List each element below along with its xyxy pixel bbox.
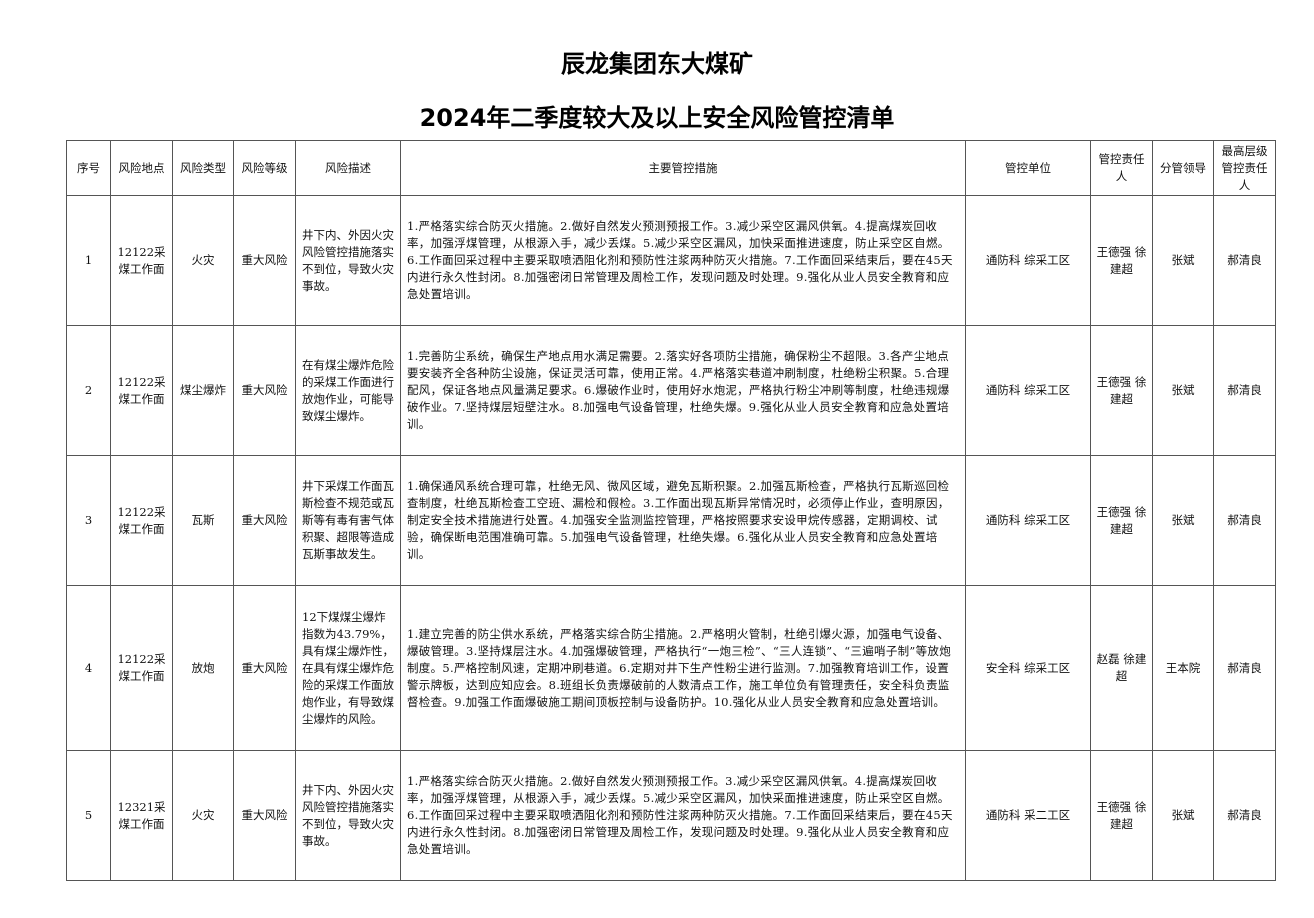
cell-level: 重大风险 [233,325,296,456]
header-level: 风险等级 [233,140,296,196]
cell-type: 瓦斯 [172,455,234,586]
cell-leader: 张斌 [1152,455,1214,586]
cell-measures: 1.严格落实综合防灭火措施。2.做好自然发火预测预报工作。3.减少采空区漏风供氧… [400,750,966,881]
cell-unit: 通防科 采二工区 [965,750,1091,881]
cell-level: 重大风险 [233,750,296,881]
cell-no: 3 [66,455,111,586]
header-responsible: 管控责任人 [1090,140,1153,196]
cell-type: 火灾 [172,195,234,326]
header-no: 序号 [66,140,111,196]
cell-leader: 王本院 [1152,585,1214,751]
cell-responsible: 王德强 徐建超 [1090,455,1153,586]
cell-type: 煤尘爆炸 [172,325,234,456]
cell-level: 重大风险 [233,585,296,751]
cell-description: 井下内、外因火灾风险管控措施落实不到位，导致火灾事故。 [295,195,401,326]
risk-control-table: 序号 风险地点 风险类型 风险等级 风险描述 主要管控措施 管控单位 管控责任人… [66,140,1276,881]
cell-type: 放炮 [172,585,234,751]
table-row: 3 12122采煤工作面 瓦斯 重大风险 井下采煤工作面瓦斯检查不规范或瓦斯等有毒有害气… [66,455,1276,586]
cell-top-responsible: 郝清良 [1213,585,1276,751]
cell-no: 1 [66,195,111,326]
document-title: 辰龙集团东大煤矿 [561,50,753,78]
cell-unit: 通防科 综采工区 [965,325,1091,456]
cell-leader: 张斌 [1152,195,1214,326]
cell-measures: 1.确保通风系统合理可靠，杜绝无风、微风区域，避免瓦斯积聚。2.加强瓦斯检查，严… [400,455,966,586]
cell-top-responsible: 郝清良 [1213,750,1276,881]
cell-description: 井下采煤工作面瓦斯检查不规范或瓦斯等有毒有害气体积聚、超限等造成瓦斯事故发生。 [295,455,401,586]
cell-responsible: 王德强 徐建超 [1090,325,1153,456]
cell-unit: 通防科 综采工区 [965,195,1091,326]
header-leader: 分管领导 [1152,140,1214,196]
cell-top-responsible: 郝清良 [1213,325,1276,456]
table-row: 4 12122采煤工作面 放炮 重大风险 12下煤煤尘爆炸指数为43.79%，具有煤尘爆… [66,585,1276,751]
cell-level: 重大风险 [233,195,296,326]
cell-description: 12下煤煤尘爆炸指数为43.79%，具有煤尘爆炸性，在具有煤尘爆炸危险的采煤工作… [295,585,401,751]
cell-type: 火灾 [172,750,234,881]
cell-responsible: 王德强 徐建超 [1090,195,1153,326]
cell-unit: 通防科 综采工区 [965,455,1091,586]
cell-location: 12122采煤工作面 [110,195,173,326]
cell-responsible: 王德强 徐建超 [1090,750,1153,881]
header-unit: 管控单位 [965,140,1091,196]
cell-no: 2 [66,325,111,456]
header-description: 风险描述 [295,140,401,196]
header-type: 风险类型 [172,140,234,196]
cell-top-responsible: 郝清良 [1213,195,1276,326]
table-row: 5 12321采煤工作面 火灾 重大风险 井下内、外因火灾风险管控措施落实不到位，导致火… [66,750,1276,881]
cell-level: 重大风险 [233,455,296,586]
cell-location: 12122采煤工作面 [110,585,173,751]
document-subtitle: 2024年二季度较大及以上安全风险管控清单 [419,104,895,132]
cell-description: 在有煤尘爆炸危险的采煤工作面进行放炮作业，可能导致煤尘爆炸。 [295,325,401,456]
header-location: 风险地点 [110,140,173,196]
cell-no: 5 [66,750,111,881]
table-row: 2 12122采煤工作面 煤尘爆炸 重大风险 在有煤尘爆炸危险的采煤工作面进行放炮作业，… [66,325,1276,456]
cell-leader: 张斌 [1152,750,1214,881]
cell-location: 12122采煤工作面 [110,455,173,586]
cell-location: 12122采煤工作面 [110,325,173,456]
table-header-row: 序号 风险地点 风险类型 风险等级 风险描述 主要管控措施 管控单位 管控责任人… [66,140,1276,196]
cell-measures: 1.建立完善的防尘供水系统，严格落实综合防尘措施。2.严格明火管制，杜绝引爆火源… [400,585,966,751]
cell-unit: 安全科 综采工区 [965,585,1091,751]
cell-location: 12321采煤工作面 [110,750,173,881]
cell-measures: 1.严格落实综合防灭火措施。2.做好自然发火预测预报工作。3.减少采空区漏风供氧… [400,195,966,326]
cell-description: 井下内、外因火灾风险管控措施落实不到位，导致火灾事故。 [295,750,401,881]
header-top-responsible: 最高层级管控责任人 [1213,140,1276,196]
cell-responsible: 赵磊 徐建超 [1090,585,1153,751]
cell-leader: 张斌 [1152,325,1214,456]
table-row: 1 12122采煤工作面 火灾 重大风险 井下内、外因火灾风险管控措施落实不到位，导致火… [66,195,1276,326]
cell-top-responsible: 郝清良 [1213,455,1276,586]
cell-measures: 1.完善防尘系统，确保生产地点用水满足需要。2.落实好各项防尘措施，确保粉尘不超… [400,325,966,456]
cell-no: 4 [66,585,111,751]
header-measures: 主要管控措施 [400,140,966,196]
